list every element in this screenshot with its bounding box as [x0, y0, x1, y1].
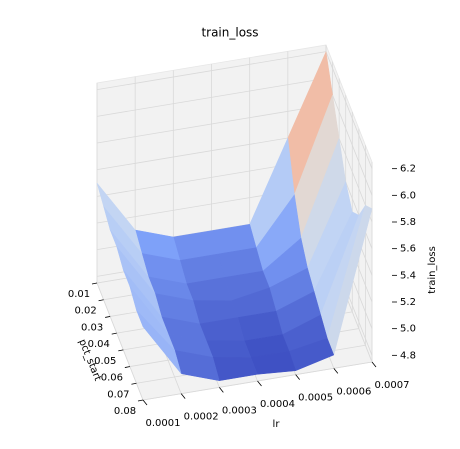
chart-title: train_loss	[201, 26, 258, 40]
grid-line	[325, 51, 373, 169]
y-tick-label: 0.02	[74, 306, 96, 317]
y-tick-label: 0.04	[88, 339, 110, 350]
x-tick-label: 0.0005	[298, 393, 333, 404]
x-tick-label: 0.0003	[222, 405, 257, 416]
y-tick-label: 0.05	[94, 356, 116, 367]
z-tick-label: 5.2	[400, 297, 416, 308]
x-tick-label: 0.0001	[146, 418, 181, 429]
y-tick	[137, 399, 144, 402]
grid-line	[325, 78, 373, 196]
z-axis-label: train_loss	[427, 246, 438, 294]
x-tick-label: 0.0006	[336, 386, 371, 397]
x-tick	[333, 368, 339, 374]
z-tick-label: 4.8	[400, 350, 416, 361]
x-tick	[257, 380, 262, 387]
y-tick	[111, 332, 117, 335]
z-tick-label: 5.4	[400, 270, 416, 281]
x-axis-label: lr	[273, 419, 281, 430]
grid-line	[96, 77, 327, 117]
y-tick	[98, 299, 104, 302]
y-tick	[91, 282, 98, 285]
y-tick-label: 0.01	[68, 289, 90, 300]
x-tick	[371, 361, 377, 368]
grid-line	[96, 51, 327, 91]
z-tick-label: 5.0	[400, 324, 416, 335]
z-tick-label: 6.0	[400, 190, 416, 201]
y-tick	[124, 366, 130, 368]
x-tick-label: 0.0007	[375, 380, 410, 391]
surface-patch	[205, 340, 252, 358]
z-tick-label: 5.8	[400, 217, 416, 228]
y-tick-label: 0.08	[114, 406, 136, 417]
z-tick-label: 6.2	[400, 164, 416, 175]
x-tick	[142, 399, 148, 406]
x-tick	[295, 374, 300, 380]
grid-line	[96, 104, 327, 144]
y-tick	[105, 316, 111, 318]
y-tick-label: 0.06	[101, 373, 123, 384]
y-tick-label: 0.07	[107, 389, 129, 400]
grid-line	[96, 282, 144, 401]
x-tick-label: 0.0002	[184, 412, 219, 423]
z-tick-label: 5.6	[400, 244, 416, 255]
surface-patch	[136, 309, 182, 374]
x-tick	[219, 387, 224, 393]
x-tick	[180, 393, 186, 399]
y-tick	[131, 382, 137, 385]
y-tick-label: 0.03	[81, 322, 103, 333]
x-tick-label: 0.0004	[260, 399, 295, 410]
y-tick	[118, 349, 124, 352]
